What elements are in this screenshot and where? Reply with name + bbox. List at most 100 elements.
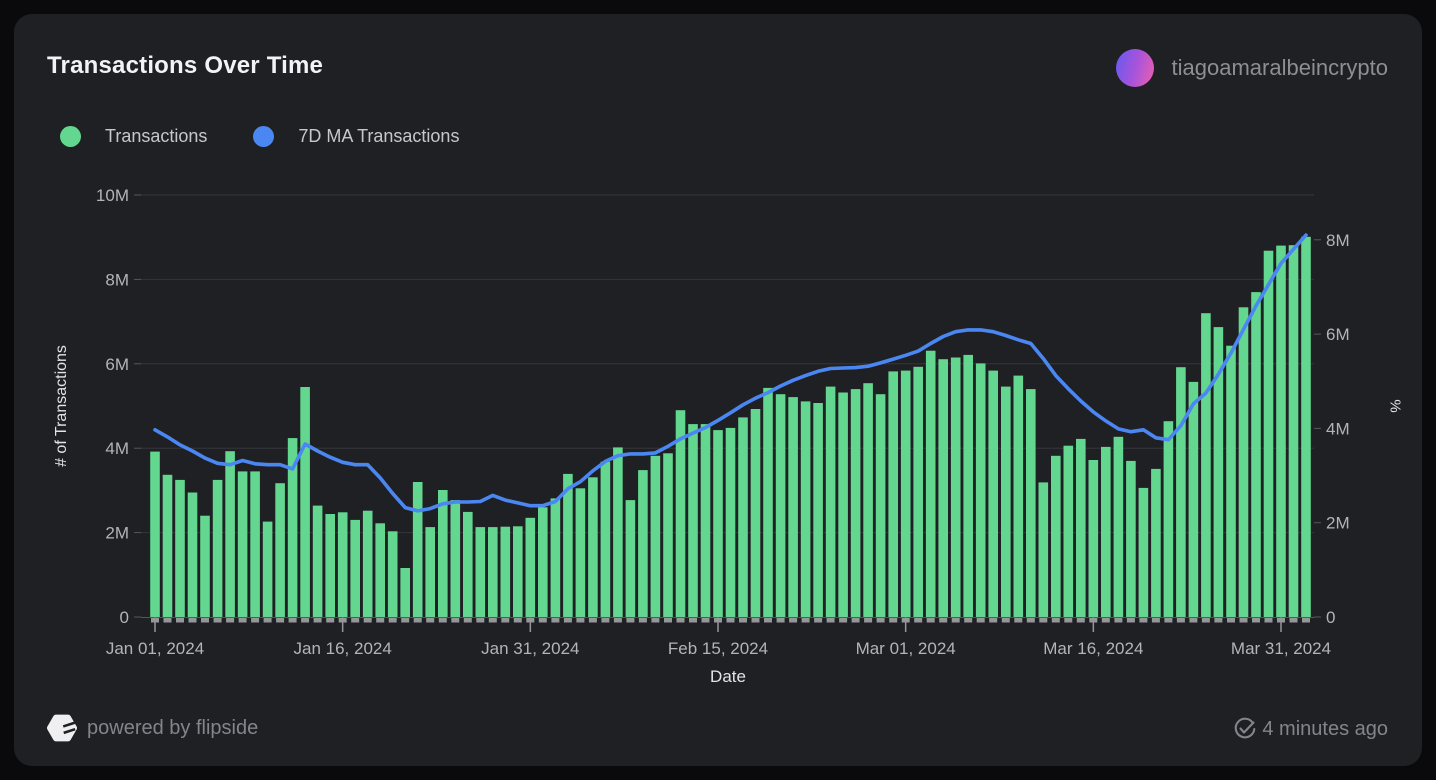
bar[interactable] [600,461,611,617]
bar[interactable] [1226,345,1236,617]
bar[interactable] [1138,487,1149,617]
bar[interactable] [438,490,448,617]
bar[interactable] [788,397,798,617]
y-axis-title-right: % [1386,399,1404,413]
legend-item-7d-ma-transactions[interactable]: 7D MA Transactions [253,126,459,147]
bar[interactable] [1263,250,1274,617]
bar[interactable] [375,523,385,617]
bar[interactable] [563,473,573,617]
bar[interactable] [287,438,298,617]
user-badge[interactable]: tiagoamaralbeincrypto [1115,49,1388,87]
bar[interactable] [1038,482,1049,617]
plot-area[interactable]: Jan 01, 2024 Jan 16, 2024 Jan 31, 2024 Feb … [14,14,1436,780]
bar[interactable] [925,350,936,617]
bar[interactable] [1176,367,1186,617]
bar[interactable] [588,477,598,617]
bar[interactable] [1163,421,1174,617]
bar[interactable] [650,455,661,617]
bar[interactable] [1213,327,1224,617]
bar[interactable] [613,447,623,617]
bar[interactable] [538,507,548,617]
bar[interactable] [275,483,285,617]
bar[interactable] [700,424,711,617]
bar[interactable] [800,401,811,617]
bar[interactable] [475,527,486,617]
bar[interactable] [212,479,223,617]
bar[interactable] [888,371,898,617]
bar[interactable] [1126,460,1136,617]
bar[interactable] [625,500,636,617]
bar[interactable] [963,354,973,617]
bar[interactable] [1113,436,1124,617]
bar[interactable] [162,474,173,617]
bar[interactable] [988,370,998,617]
bar[interactable] [1276,245,1286,617]
bar[interactable] [175,479,185,617]
bar[interactable] [300,387,310,617]
bar[interactable] [312,505,323,617]
bar[interactable] [663,453,673,617]
bar[interactable] [1301,236,1311,618]
powered-by-flipside-link[interactable]: powered by flipside [47,712,258,744]
bar[interactable] [863,383,873,617]
bar[interactable] [412,482,423,617]
bar[interactable] [1063,445,1074,617]
bar[interactable] [850,389,861,617]
bar[interactable] [913,366,923,617]
bar[interactable] [387,531,398,617]
bar[interactable] [1013,375,1024,617]
bar[interactable] [450,500,461,617]
bar[interactable] [1026,389,1036,617]
bar[interactable] [1251,292,1261,617]
bar[interactable] [1238,307,1249,617]
bar[interactable] [350,519,360,617]
bar[interactable] [463,511,473,617]
bar[interactable] [400,568,410,617]
bar[interactable] [513,526,523,617]
bar[interactable] [875,394,886,617]
bar[interactable] [550,498,561,617]
bar[interactable] [1201,313,1211,617]
bar[interactable] [725,427,736,617]
bar[interactable] [1076,438,1086,617]
bar[interactable] [1151,468,1161,617]
bar[interactable] [688,424,698,617]
bar[interactable] [713,430,723,617]
bar[interactable] [950,357,961,618]
bar[interactable] [825,386,836,617]
bar[interactable] [250,471,260,617]
bar[interactable] [500,526,511,617]
bar[interactable] [1188,381,1199,617]
bar[interactable] [575,488,586,617]
bar[interactable] [362,510,373,617]
bar[interactable] [200,515,210,617]
bar[interactable] [225,451,235,617]
bar[interactable] [1051,455,1061,617]
bar[interactable] [638,470,648,617]
bar[interactable] [900,370,911,617]
bar[interactable] [425,527,435,617]
bar[interactable] [325,514,335,617]
ma-line[interactable] [153,233,1308,513]
bar[interactable] [1088,460,1099,617]
bar[interactable] [1288,245,1299,617]
bar[interactable] [838,392,848,618]
bar[interactable] [237,471,248,617]
bar[interactable] [763,387,773,617]
bar[interactable] [150,451,160,617]
bar[interactable] [1101,446,1111,617]
bar[interactable] [938,359,948,617]
bar[interactable] [187,492,198,618]
legend-item-transactions[interactable]: Transactions [60,126,207,147]
bar[interactable] [1001,386,1011,617]
bar[interactable] [488,527,498,617]
bar[interactable] [675,410,686,617]
bar[interactable] [775,394,786,617]
bar[interactable] [750,409,761,617]
bar[interactable] [337,512,348,617]
bar[interactable] [975,363,986,617]
bar[interactable] [813,403,823,617]
bar[interactable] [262,521,273,617]
bar[interactable] [525,517,536,617]
bar[interactable] [738,417,748,617]
